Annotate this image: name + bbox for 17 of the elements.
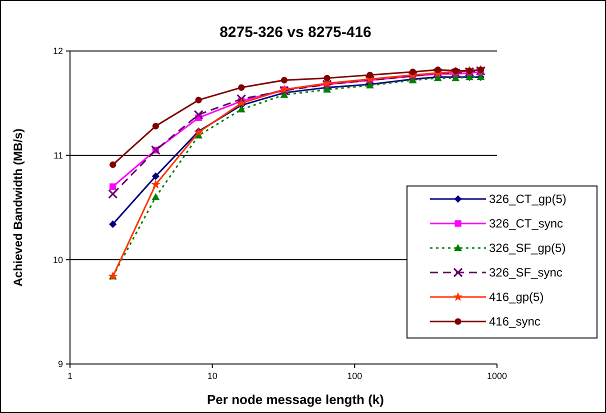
y-tick-label: 11 (54, 150, 63, 160)
chart-title: 8275-326 vs 8275-416 (220, 24, 372, 41)
legend-label: 326_SF_sync (489, 266, 562, 280)
legend-label: 326_CT_gp(5) (489, 192, 566, 206)
legend-label: 326_SF_gp(5) (489, 241, 566, 256)
y-tick-label: 9 (58, 359, 63, 370)
x-tick-label: 1000 (486, 371, 508, 381)
legend-label: 416_gp(5) (489, 290, 544, 304)
x-tick-label: 1 (67, 371, 73, 381)
x-tick-label: 10 (207, 371, 218, 381)
y-tick-label: 10 (52, 254, 63, 265)
legend-label: 326_CT_sync (489, 216, 564, 231)
x-tick-label: 100 (347, 371, 362, 381)
legend-label: 416_sync (489, 314, 540, 329)
y-tick-label: 12 (52, 46, 63, 56)
x-axis-title: Per node message length (k) (207, 392, 384, 407)
y-axis-title: Achieved Bandwidth (MB/s) (11, 128, 25, 287)
